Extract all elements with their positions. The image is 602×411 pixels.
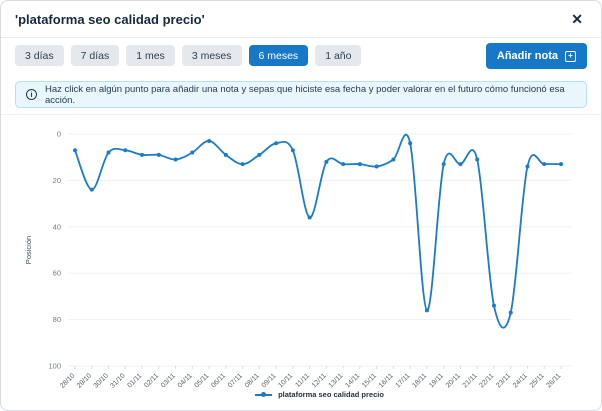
data-point[interactable] [542,162,547,167]
data-point[interactable] [223,152,228,157]
x-tick-label: 26/11 [545,372,562,389]
series-line [74,133,562,329]
range-button-4[interactable]: 6 meses [248,45,309,66]
y-tick-label: 80 [53,315,61,324]
data-point[interactable] [391,157,396,162]
x-tick-label: 25/11 [529,372,546,389]
range-button-3[interactable]: 3 meses [181,45,242,66]
data-point[interactable] [73,148,77,153]
info-banner-text: Haz click en algún punto para añadir una… [45,83,565,106]
data-point[interactable] [240,162,245,167]
range-button-5[interactable]: 1 año [315,45,362,66]
data-point[interactable] [89,187,94,192]
add-note-label: Añadir nota [496,50,558,62]
range-button-0[interactable]: 3 días [15,45,64,66]
legend-line-icon [255,392,273,397]
add-note-icon: + [565,50,576,62]
x-tick-label: 10/11 [277,372,294,389]
data-point[interactable] [408,141,413,146]
y-tick-label: 20 [53,176,61,185]
data-point[interactable] [525,164,530,169]
data-point[interactable] [424,308,429,313]
x-tick-label: 11/11 [294,372,311,389]
x-tick-label: 24/11 [512,372,529,389]
data-point[interactable] [106,150,111,155]
data-point[interactable] [374,164,379,169]
x-tick-label: 07/11 [227,372,244,389]
data-point[interactable] [274,141,279,146]
x-tick-label: 12/11 [311,372,328,389]
info-banner: i Haz click en algún punto para añadir u… [15,81,587,108]
range-button-2[interactable]: 1 mes [126,45,175,66]
data-point[interactable] [156,152,161,157]
x-tick-label: 20/11 [445,372,462,389]
y-tick-label: 100 [48,362,61,371]
keyword-title: 'plataforma seo calidad precio' [15,11,205,27]
x-tick-label: 08/11 [244,372,261,389]
data-point[interactable] [257,152,262,157]
x-tick-label: 28/10 [59,372,76,389]
x-tick-label: 30/10 [93,372,110,389]
x-tick-label: 14/11 [344,372,361,389]
range-button-1[interactable]: 7 días [70,45,120,66]
data-point[interactable] [123,148,128,153]
data-point[interactable] [491,303,496,308]
x-tick-label: 21/11 [462,372,479,389]
data-point[interactable] [140,152,145,157]
data-point[interactable] [341,162,346,167]
data-point[interactable] [190,150,195,155]
add-note-button[interactable]: Añadir nota + [485,43,587,69]
close-icon[interactable]: ✕ [571,11,583,27]
legend-label: plataforma seo calidad precio [278,390,384,399]
data-point[interactable] [475,157,480,162]
x-tick-label: 13/11 [328,372,345,389]
x-tick-label: 09/11 [261,372,278,389]
chart-legend[interactable]: plataforma seo calidad precio [68,390,571,399]
data-point[interactable] [207,138,212,143]
x-tick-label: 15/11 [361,372,378,389]
line-chart[interactable]: 0 20 40 60 80 100 Posición 28/10 29/10 30/10 31/10… [1,114,602,390]
data-point[interactable] [458,162,463,167]
info-icon: i [26,89,37,100]
x-tick-label: 18/11 [411,372,428,389]
x-tick-label: 31/10 [109,372,126,389]
y-tick-label: 40 [53,222,61,231]
data-point[interactable] [357,162,362,167]
y-tick-label: 60 [53,269,61,278]
x-tick-label: 03/11 [160,372,177,389]
modal-header: 'plataforma seo calidad precio' ✕ [1,1,601,38]
data-point[interactable] [173,157,178,162]
x-tick-label: 17/11 [395,372,412,389]
x-tick-label: 19/11 [428,372,445,389]
x-tick-label: 06/11 [210,372,227,389]
data-point[interactable] [508,310,513,315]
data-point[interactable] [324,159,329,164]
data-point[interactable] [290,148,295,153]
x-tick-label: 16/11 [378,372,395,389]
data-point[interactable] [307,215,312,220]
y-axis-title: Posición [24,236,33,264]
x-tick-label: 29/10 [76,372,93,389]
data-point[interactable] [559,162,563,167]
chart-divider [1,114,601,115]
x-tick-label: 04/11 [177,372,194,389]
range-toolbar: 3 días 7 días 1 mes 3 meses 6 meses 1 año Aña… [15,43,587,69]
y-tick-label: 0 [57,130,61,139]
x-tick-label: 02/11 [143,372,160,389]
x-tick-label: 23/11 [495,372,512,389]
x-tick-label: 01/11 [126,372,143,389]
data-point[interactable] [441,162,446,167]
x-tick-label: 05/11 [194,372,211,389]
x-tick-label: 22/11 [478,372,495,389]
